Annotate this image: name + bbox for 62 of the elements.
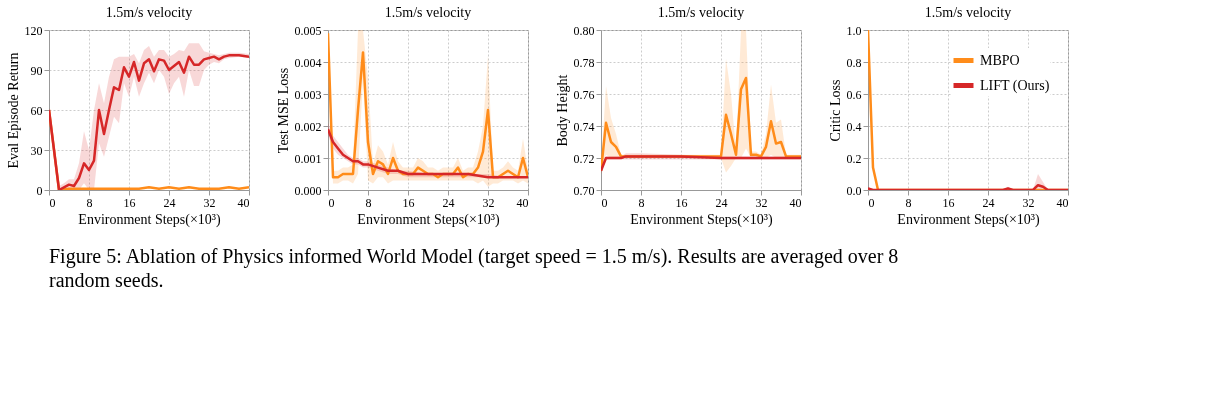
x-axis-title: Environment Steps(×10³) xyxy=(897,211,1041,228)
y-tick-label: 0.002 xyxy=(294,119,322,134)
x-tick-label: 8 xyxy=(365,195,372,210)
x-tick-label: 0 xyxy=(868,195,875,210)
x-tick-label: 0 xyxy=(601,195,608,210)
x-tick-label: 0 xyxy=(49,195,56,210)
y-tick-label: 0.6 xyxy=(846,87,862,102)
y-tick-label: 0.76 xyxy=(573,87,595,102)
y-tick-label: 120 xyxy=(24,23,43,38)
y-tick-label: 0.80 xyxy=(573,23,595,38)
x-tick-label: 16 xyxy=(675,195,688,210)
chart-title: 1.5m/s velocity xyxy=(384,5,472,20)
y-tick-label: 0.70 xyxy=(573,183,595,198)
x-tick-label: 32 xyxy=(755,195,768,210)
x-tick-label: 32 xyxy=(203,195,216,210)
x-tick-label: 24 xyxy=(442,195,455,210)
y-tick-label: 60 xyxy=(30,103,43,118)
x-tick-label: 24 xyxy=(715,195,728,210)
x-tick-label: 32 xyxy=(482,195,495,210)
y-tick-label: 0 xyxy=(36,183,43,198)
y-tick-label: 0.2 xyxy=(846,151,862,166)
y-tick-label: 0.8 xyxy=(846,55,862,70)
y-tick-label: 0.005 xyxy=(294,23,322,38)
chart-title: 1.5m/s velocity xyxy=(924,5,1012,20)
x-tick-label: 16 xyxy=(942,195,955,210)
y-tick-label: 1.0 xyxy=(846,23,862,38)
y-tick-label: 0.001 xyxy=(294,151,322,166)
y-axis-title: Body Height xyxy=(554,74,570,147)
y-axis-title: Eval Episode Return xyxy=(5,52,21,169)
y-tick-label: 0.0 xyxy=(846,183,862,198)
x-tick-label: 24 xyxy=(982,195,995,210)
chart-title: 1.5m/s velocity xyxy=(657,5,745,20)
x-tick-label: 40 xyxy=(516,195,529,210)
y-tick-label: 90 xyxy=(30,63,43,78)
x-tick-label: 40 xyxy=(237,195,250,210)
y-tick-label: 0.78 xyxy=(573,55,595,70)
chart-title: 1.5m/s velocity xyxy=(105,5,193,20)
y-tick-label: 0.003 xyxy=(294,87,322,102)
legend-label: MBPO xyxy=(980,52,1020,68)
x-axis-title: Environment Steps(×10³) xyxy=(357,211,501,228)
y-tick-label: 0.4 xyxy=(846,119,862,134)
y-tick-label: 0.74 xyxy=(573,119,595,134)
x-tick-label: 16 xyxy=(402,195,415,210)
x-tick-label: 40 xyxy=(1056,195,1069,210)
x-tick-label: 8 xyxy=(905,195,912,210)
x-tick-label: 0 xyxy=(328,195,335,210)
x-tick-label: 24 xyxy=(163,195,176,210)
y-tick-label: 0.72 xyxy=(573,151,595,166)
y-tick-label: 30 xyxy=(30,143,43,158)
caption: Figure 5: Ablation of Physics informed World Model (target speed = 1.5 m/s). Results are averaged over 8 random seeds. xyxy=(49,245,899,291)
x-tick-label: 16 xyxy=(123,195,136,210)
x-tick-label: 32 xyxy=(1022,195,1035,210)
x-tick-label: 40 xyxy=(789,195,802,210)
y-axis-title: Test MSE Loss xyxy=(275,67,291,154)
y-axis-title: Critic Loss xyxy=(827,79,843,142)
legend-label: LIFT (Ours) xyxy=(980,77,1050,94)
y-tick-label: 0.004 xyxy=(294,55,322,70)
x-tick-label: 8 xyxy=(638,195,645,210)
x-tick-label: 8 xyxy=(86,195,93,210)
x-axis-title: Environment Steps(×10³) xyxy=(630,211,774,228)
x-axis-title: Environment Steps(×10³) xyxy=(78,211,222,228)
y-tick-label: 0.000 xyxy=(294,183,322,198)
